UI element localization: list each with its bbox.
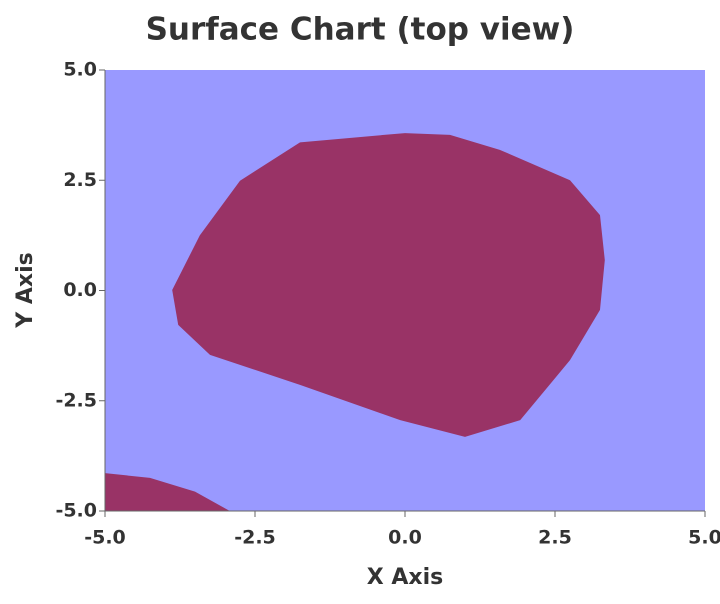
contour-region [105,473,230,511]
y-tick-label: -5.0 [55,500,97,522]
contour-region [172,133,605,437]
x-axis-label: X Axis [367,565,443,590]
y-tick-label: 2.5 [63,169,97,191]
x-tick-label: 2.5 [538,527,572,549]
x-tick-label: -5.0 [84,527,126,549]
y-tick-label: 5.0 [63,59,97,81]
y-tick-label: -2.5 [55,389,97,411]
chart-title: Surface Chart (top view) [146,12,575,48]
x-tick-label: 0.0 [388,527,422,549]
x-tick-label: -2.5 [234,527,276,549]
y-axis-label: Y Axis [13,252,38,328]
y-tick-label: 0.0 [63,279,97,301]
x-tick-label: 5.0 [688,527,720,549]
